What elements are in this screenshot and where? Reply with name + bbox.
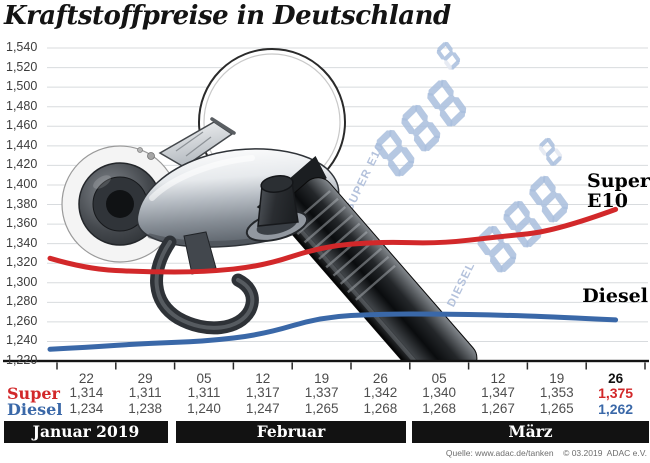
legend-diesel: Diesel [582,285,648,307]
price-cell: 1,340 [422,385,457,400]
legend-super-line2: E10 [587,190,628,212]
price-cell: 1,234 [69,400,104,416]
page-title: Kraftstoffpreise in Deutschland [4,1,451,31]
price-cell: 1,311 [128,385,162,400]
line-diesel [47,311,619,352]
price-cell: 1,268 [363,400,398,416]
seven-segment-digit [427,79,467,127]
hose-knob [245,175,309,242]
date-label: 05 [196,371,212,386]
y-tick-label: 1,240 [6,333,38,348]
disc-rivet [147,152,155,160]
watermark-label: DIESEL [445,260,477,309]
line-super-e10 [47,206,619,275]
y-tick-label: 1,440 [6,137,38,152]
seven-segment-digit [477,225,517,273]
y-tick-label: 1,220 [6,353,38,367]
date-label: 19 [314,371,330,386]
disc-rivet [137,147,143,153]
date-label: 19 [549,371,565,386]
source-credit: Quelle: www.adac.de/tanken © 03.2019 ADA… [445,448,647,458]
seven-segment-digit [529,175,569,223]
data-lines [47,206,619,352]
y-tick-label: 1,280 [6,294,38,309]
x-axis-line [3,359,649,363]
price-cell: 1,311 [187,385,221,400]
price-cell: 1,375 [598,385,634,401]
date-label: 22 [78,371,94,386]
price-cell: 1,337 [304,385,339,400]
x-axis [3,359,649,370]
y-tick-label: 1,320 [6,255,38,270]
table-row-label: Super [7,384,60,403]
price-cell: 1,267 [481,400,515,416]
date-label: 26 [608,371,624,386]
table-row-label: Diesel [7,399,63,419]
nozzle-trigger-guard [150,231,259,335]
y-tick-label: 1,420 [6,157,38,172]
price-cell: 1,342 [363,385,398,400]
price-cell: 1,262 [598,400,634,417]
fuel-nozzle-illustration [61,48,478,361]
date-label: 05 [431,371,447,386]
date-label: 29 [137,371,153,386]
price-cell: 1,265 [539,400,574,416]
y-tick-label: 1,260 [6,313,38,328]
y-tick-label: 1,300 [6,274,38,289]
legend-super-line1: Super [587,170,650,192]
y-tick-label: 1,360 [6,216,38,231]
hose-ribs [290,190,396,301]
y-tick-label: 1,500 [6,79,38,94]
price-cell: 1,268 [422,400,457,416]
seven-segment-digit [375,129,415,177]
month-bar: Februar [176,421,406,443]
date-label: 12 [490,371,506,386]
month-bar: März [412,421,649,443]
seven-segment-digit [503,200,543,248]
legend-super-e10: Super E10 [587,171,650,211]
date-label: 12 [255,371,271,386]
y-tick-label: 1,380 [6,196,38,211]
price-cell: 1,347 [481,385,515,400]
y-tick-label: 1,400 [6,176,38,191]
date-label: 26 [372,371,388,386]
price-cell: 1,240 [187,400,221,416]
y-tick-label: 1,480 [6,98,38,113]
price-cell: 1,314 [69,385,104,400]
month-bar: Januar 2019 [4,421,168,443]
price-cell: 1,317 [245,385,280,400]
seven-segment-digit [436,41,461,70]
y-tick-label: 1,540 [6,40,38,54]
seven-segment-digit [538,137,563,166]
price-cell: 1,353 [539,385,574,400]
y-tick-label: 1,520 [6,59,38,74]
price-cell: 1,238 [128,400,163,416]
price-cell: 1,247 [245,400,280,416]
seven-segment-digit [401,104,441,152]
y-tick-label: 1,460 [6,118,38,133]
y-tick-label: 1,340 [6,235,38,250]
price-cell: 1,265 [304,400,339,416]
